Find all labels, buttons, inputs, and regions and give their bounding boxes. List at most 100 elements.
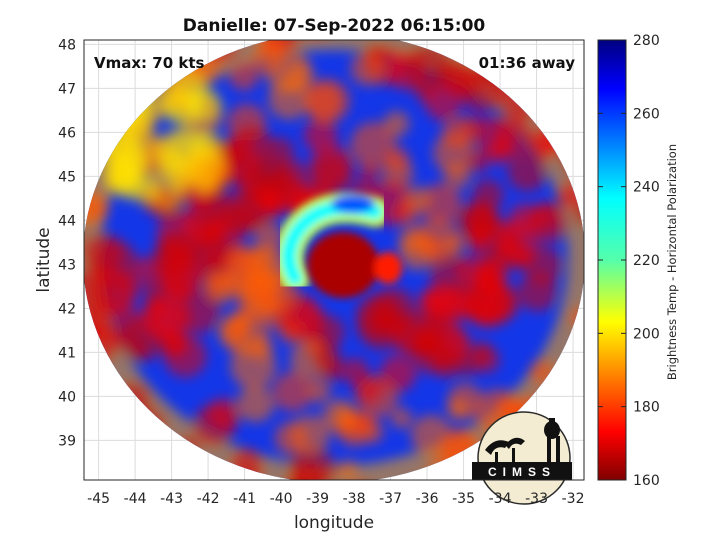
field-blob: [163, 334, 207, 378]
field-blob: [84, 189, 109, 227]
field-blob: [441, 117, 474, 149]
field-blob: [250, 41, 285, 76]
field-blob: [273, 372, 313, 412]
field-blob: [217, 189, 264, 236]
field-blob: [385, 147, 410, 172]
field-blob: [463, 201, 500, 238]
cimss-logo: CIMSS: [472, 411, 572, 505]
field-blob: [433, 350, 461, 379]
field-blob: [350, 51, 385, 86]
axes-frame: [83, 39, 585, 481]
field-blob: [84, 232, 124, 275]
field-blob: [379, 355, 417, 392]
logo-silhouette: [485, 418, 560, 464]
field-blob: [158, 147, 185, 175]
x-tick-label: -36: [416, 491, 439, 507]
x-tick-label: -34: [489, 491, 512, 507]
colorbar-tick-label: 160: [633, 473, 660, 489]
y-tick-label: 41: [58, 345, 76, 361]
x-tick-label: -42: [197, 491, 220, 507]
field-blob: [470, 340, 493, 363]
logo-text: CIMSS: [488, 465, 556, 479]
field-blob: [474, 115, 516, 157]
field-blob: [61, 230, 81, 250]
time-away-annotation: 01:36 away: [479, 54, 576, 72]
chart-title: Danielle: 07-Sep-2022 06:15:00: [183, 16, 486, 36]
field-blob: [274, 421, 308, 456]
field-blob: [507, 151, 548, 192]
x-tick-label: -41: [233, 491, 256, 507]
field-blob: [303, 118, 338, 153]
eyewall-glow: [273, 192, 391, 293]
field-blob: [419, 288, 441, 311]
field-blob: [305, 78, 350, 124]
field-blob: [350, 121, 397, 168]
field-blob: [414, 217, 460, 263]
field-blob: [353, 375, 384, 405]
x-tick-label: -33: [525, 491, 548, 507]
colorbar-ticks: 160 180 200 220 240 260 280: [598, 33, 660, 489]
field-blob: [224, 143, 247, 167]
field-blob: [254, 156, 288, 190]
x-tick-labels: -45 -44 -43 -42 -41 -40 -39 -38 -37 -36 -35 -34 -33-…: [87, 491, 584, 507]
y-tick-label: 43: [58, 257, 76, 273]
eye-core: [307, 232, 403, 298]
field-blob: [114, 275, 140, 301]
field-blob: [524, 246, 563, 285]
field-blob: [226, 319, 247, 340]
field-blob: [248, 334, 274, 360]
x-tick-label: -43: [160, 491, 183, 507]
y-tick-label: 48: [58, 37, 76, 53]
y-tick-labels: 39 40 41 42 43 44 45 46 47 48: [58, 37, 76, 449]
x-tick-label: -38: [343, 491, 366, 507]
vmax-annotation: Vmax: 70 kts: [94, 54, 204, 72]
field-blob: [192, 404, 236, 447]
x-tick-label: -35: [452, 491, 475, 507]
y-tick-label: 44: [58, 213, 76, 229]
field-blob: [156, 246, 203, 294]
x-axis-label: longitude: [294, 513, 374, 533]
field-blob: [192, 170, 217, 195]
colorbar-tick-label: 180: [633, 400, 660, 416]
field-blob: [391, 407, 412, 429]
eye-ring-gap: [374, 252, 403, 284]
field-blob: [289, 459, 325, 480]
field-blob: [337, 459, 358, 480]
y-tick-label: 46: [58, 125, 76, 141]
field-blob: [404, 186, 431, 213]
field-blob: [354, 411, 376, 432]
field-blob: [104, 154, 143, 192]
field-blob: [424, 83, 462, 121]
field-blob: [473, 258, 508, 294]
logo-bar: [472, 462, 572, 480]
colorbar-tick-label: 280: [633, 33, 660, 49]
field-blob: [420, 183, 462, 225]
field-blob: [84, 267, 115, 314]
colorbar-label: Brightness Temp - Horizontal Polarizatio…: [665, 144, 679, 380]
field-blob: [310, 315, 345, 350]
field-blob: [228, 60, 259, 91]
y-tick-label: 39: [58, 433, 76, 449]
field-blob: [313, 344, 342, 373]
x-tick-label: -45: [87, 491, 110, 507]
eyewall-peak: [331, 195, 376, 213]
field-blob: [186, 87, 222, 124]
colorbar-tick-label: 200: [633, 326, 660, 342]
x-tick-label: -40: [270, 491, 293, 507]
x-tick-label: -44: [124, 491, 147, 507]
field-blob: [192, 231, 233, 272]
field-blob: [126, 335, 149, 358]
eyewall-band: [273, 192, 391, 293]
x-tick-label: -37: [379, 491, 402, 507]
field-blob: [306, 378, 331, 403]
field-blob: [495, 219, 540, 264]
x-tick-label: -32: [562, 491, 585, 507]
field-blob: [143, 278, 166, 302]
brightness-temp-field: [61, 40, 584, 480]
colorbar-tick-label: 240: [633, 180, 660, 196]
y-tick-label: 40: [58, 389, 76, 405]
field-blob: [237, 385, 275, 423]
field-blob: [139, 298, 182, 341]
y-tick-label: 42: [58, 301, 76, 317]
